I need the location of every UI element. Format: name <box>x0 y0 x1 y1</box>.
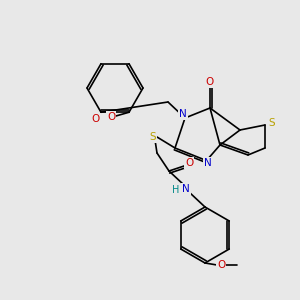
Text: H: H <box>172 185 180 195</box>
Text: O: O <box>217 260 225 270</box>
Text: O: O <box>185 158 193 168</box>
Text: O: O <box>206 77 214 87</box>
Text: O: O <box>107 112 115 122</box>
Text: N: N <box>179 109 187 119</box>
Text: S: S <box>150 132 156 142</box>
Text: O: O <box>91 114 99 124</box>
Text: N: N <box>182 184 190 194</box>
Text: S: S <box>269 118 275 128</box>
Text: N: N <box>204 158 212 168</box>
